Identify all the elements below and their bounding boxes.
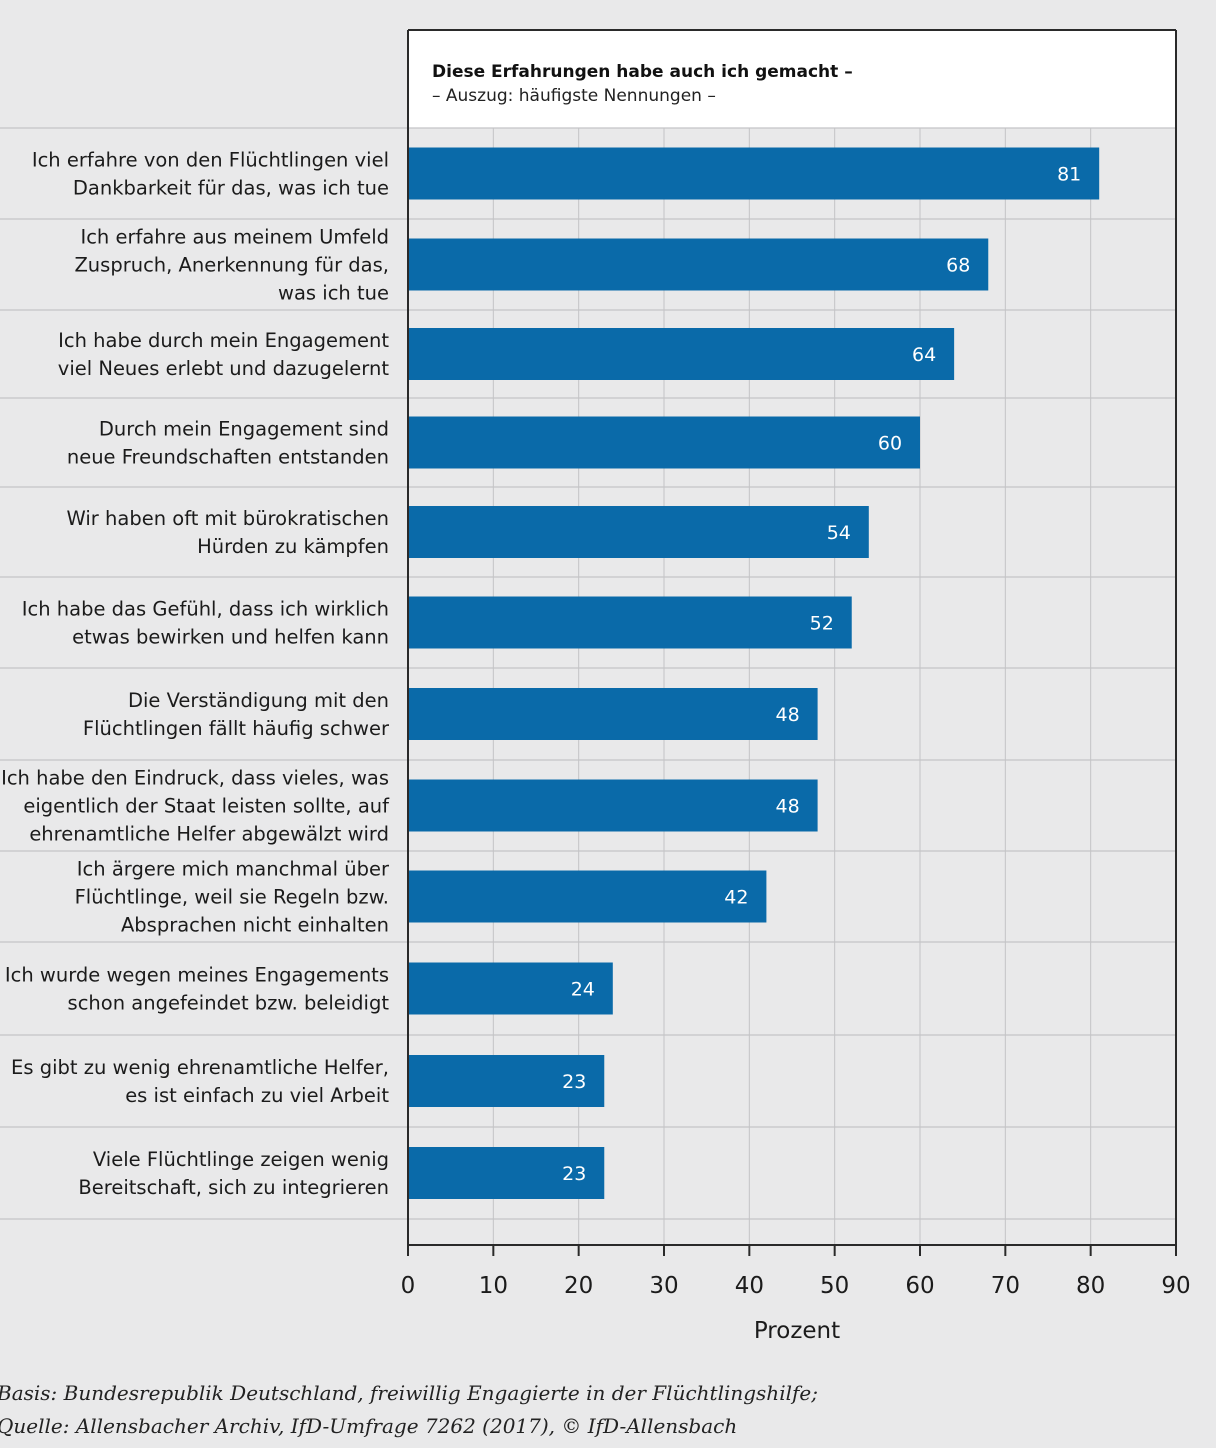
category-label: viel Neues erlebt und dazugelernt — [58, 357, 390, 380]
category-label: Ich habe das Gefühl, dass ich wirklich — [22, 598, 389, 621]
x-axis: 0 10 20 30 40 50 60 70 80 90 — [401, 29, 1191, 1299]
category-label: Ich wurde wegen meines Engagements — [5, 964, 389, 987]
category-label: Zuspruch, Anerkennung für das, — [74, 254, 389, 277]
footnote-source: Quelle: Allensbacher Archiv, IfD-Umfrage… — [0, 1414, 737, 1438]
category-label: was ich tue — [278, 282, 389, 305]
category-label: neue Freundschaften entstanden — [67, 446, 389, 469]
x-tick-label: 30 — [649, 1273, 678, 1299]
bar-value-label: 24 — [571, 979, 595, 1001]
category-label: Hürden zu kämpfen — [197, 535, 389, 558]
x-tick-label: 70 — [991, 1273, 1020, 1299]
x-tick-label: 40 — [735, 1273, 764, 1299]
category-label: Es gibt zu wenig ehrenamtliche Helfer, — [11, 1056, 389, 1079]
bar — [408, 238, 989, 291]
bar-value-label: 68 — [946, 255, 970, 277]
bar-value-label: 42 — [724, 887, 748, 909]
bar — [408, 416, 920, 469]
category-label: Die Verständigung mit den — [128, 689, 389, 712]
bar-value-label: 23 — [562, 1163, 586, 1185]
header-box — [408, 30, 1176, 128]
bar-value-label: 52 — [810, 613, 834, 635]
bar-value-label: 23 — [562, 1071, 586, 1093]
category-labels: Ich erfahre von den Flüchtlingen viel Dan… — [1, 149, 390, 1200]
category-label: etwas bewirken und helfen kann — [72, 626, 389, 649]
category-label: Flüchtlingen fällt häufig schwer — [83, 717, 390, 740]
bar — [408, 779, 818, 832]
x-tick-label: 0 — [401, 1273, 416, 1299]
bar-value-label: 48 — [776, 704, 800, 726]
x-tick-label: 80 — [1076, 1273, 1105, 1299]
category-label: Viele Flüchtlinge zeigen wenig — [93, 1148, 389, 1171]
bar — [408, 506, 869, 558]
category-label: Dankbarkeit für das, was ich tue — [73, 177, 389, 200]
x-axis-title: Prozent — [754, 1318, 840, 1344]
bar — [408, 1147, 605, 1199]
category-label: Ich erfahre aus meinem Umfeld — [80, 226, 389, 249]
x-tick-label: 60 — [905, 1273, 934, 1299]
chart-header-title: Diese Erfahrungen habe auch ich gemacht … — [432, 62, 853, 82]
bar — [408, 328, 955, 380]
bar — [408, 147, 1100, 200]
bar — [408, 870, 767, 923]
category-label: Ich habe durch mein Engagement — [58, 329, 389, 352]
bar — [408, 1055, 605, 1107]
category-label: Durch mein Engagement sind — [99, 418, 389, 441]
category-label: ehrenamtliche Helfer abgewälzt wird — [29, 823, 389, 846]
bars: 81 68 64 60 54 52 48 48 42 24 23 23 — [408, 147, 1100, 1199]
bar-value-label: 48 — [776, 796, 800, 818]
bar — [408, 962, 613, 1015]
bar-value-label: 60 — [878, 433, 902, 455]
bar — [408, 688, 818, 740]
footnote-basis: Basis: Bundesrepublik Deutschland, freiw… — [0, 1381, 818, 1405]
row-separators — [0, 127, 1176, 1220]
x-tick-label: 10 — [479, 1273, 508, 1299]
category-label: Flüchtlinge, weil sie Regeln bzw. — [75, 886, 389, 909]
category-label: Ich erfahre von den Flüchtlingen viel — [32, 149, 389, 172]
category-label: schon angefeindet bzw. beleidigt — [68, 992, 390, 1015]
bar — [408, 596, 852, 649]
x-tick-label: 50 — [820, 1273, 849, 1299]
bar-value-label: 54 — [827, 522, 851, 544]
x-tick-label: 20 — [564, 1273, 593, 1299]
bar-value-label: 64 — [912, 344, 936, 366]
x-tick-label: 90 — [1161, 1273, 1190, 1299]
category-label: Wir haben oft mit bürokratischen — [67, 507, 389, 530]
category-label: eigentlich der Staat leisten sollte, auf — [23, 795, 390, 818]
category-label: Absprachen nicht einhalten — [121, 914, 389, 937]
category-label: es ist einfach zu viel Arbeit — [125, 1084, 389, 1107]
bar-value-label: 81 — [1057, 164, 1081, 186]
gridlines — [492, 128, 1092, 1245]
category-label: Ich ärgere mich manchmal über — [77, 858, 390, 881]
chart-header-subtitle: – Auszug: häufigste Nennungen – — [432, 86, 716, 106]
category-label: Ich habe den Eindruck, dass vieles, was — [1, 767, 389, 790]
category-label: Bereitschaft, sich zu integrieren — [78, 1176, 389, 1199]
